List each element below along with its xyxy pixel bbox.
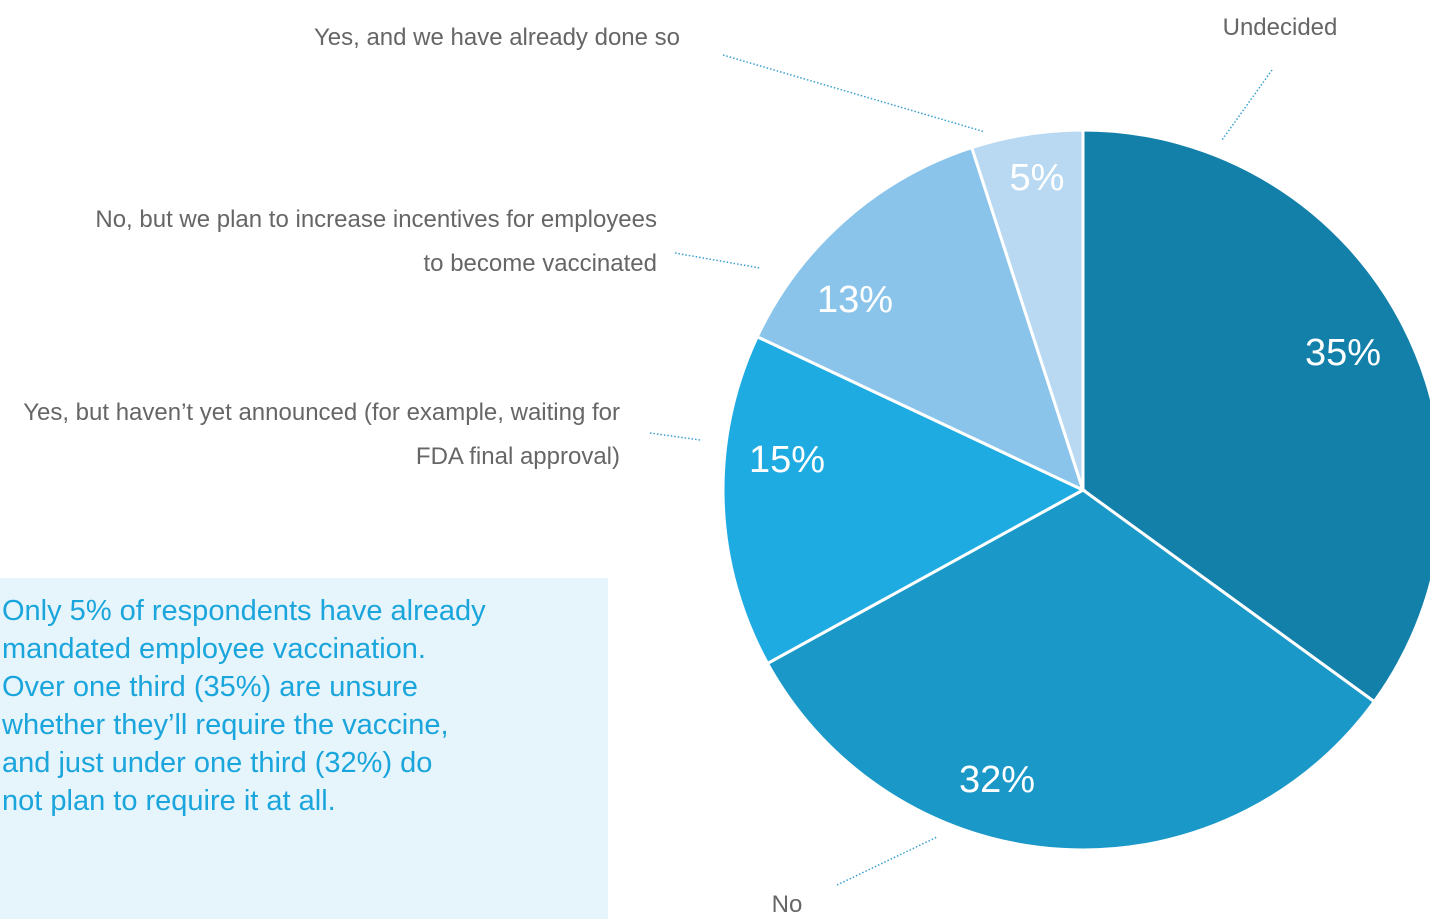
leader-line — [674, 252, 761, 269]
leader-line — [649, 432, 701, 441]
pie-slice — [755, 145, 1086, 493]
note-line: mandated employee vaccination. — [2, 633, 426, 665]
value-label: 15% — [749, 439, 825, 481]
value-label: 13% — [817, 279, 893, 321]
note-line: Over one third (35%) are unsure — [2, 671, 418, 703]
value-label: 5% — [1010, 157, 1065, 199]
note-line: and just under one third (32%) do — [2, 747, 433, 779]
pie-slice — [721, 334, 1087, 666]
leader-line — [722, 54, 986, 133]
note-line: Only 5% of respondents have already — [2, 595, 486, 627]
category-label: No, but we plan to increase incentives f… — [95, 206, 657, 277]
leader-line — [836, 836, 938, 886]
pie-slice — [969, 128, 1085, 491]
pie-slice — [1081, 128, 1430, 704]
note-line: whether they’ll require the vaccine, — [2, 709, 449, 741]
value-label: 35% — [1305, 332, 1381, 374]
value-label: 32% — [959, 759, 1035, 801]
category-label: No — [771, 891, 803, 918]
category-label: Yes, and we have already done so — [313, 24, 680, 51]
category-label: Undecided — [1222, 14, 1338, 41]
note-line: not plan to require it at all. — [2, 785, 336, 817]
category-label: Yes, but haven’t yet announced (for exam… — [23, 399, 620, 470]
note-box: Only 5% of respondents have already manda… — [0, 578, 608, 919]
leader-line — [1221, 69, 1273, 141]
pie-slice — [765, 488, 1377, 852]
